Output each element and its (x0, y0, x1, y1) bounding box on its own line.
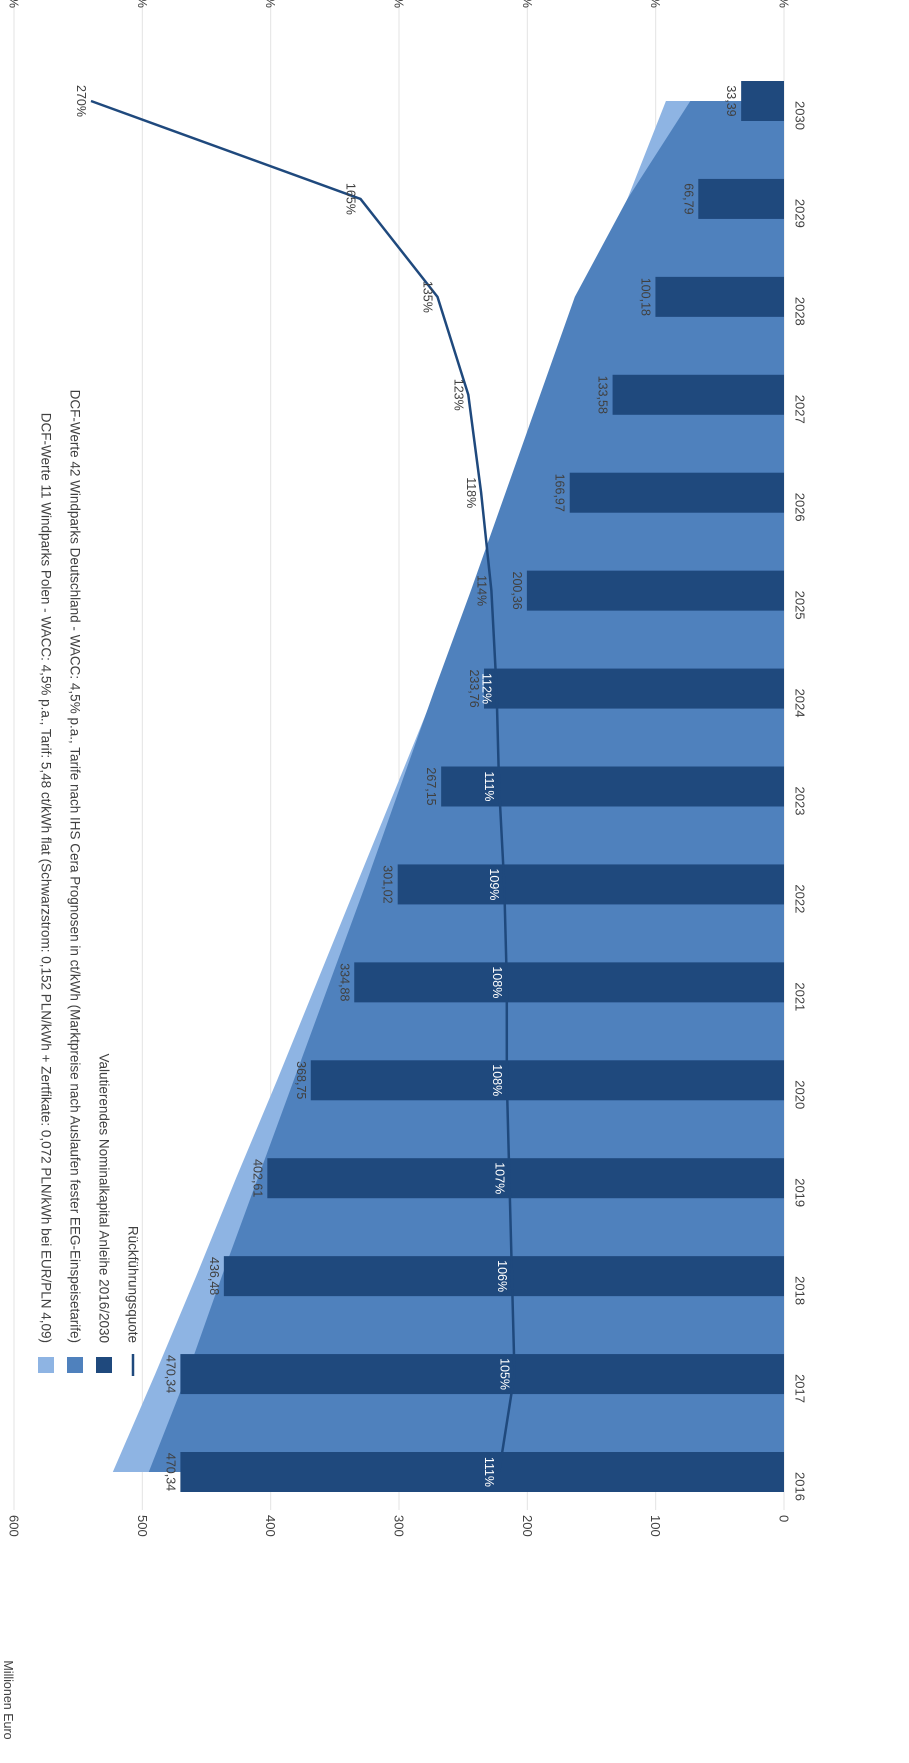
y2-tick-label: 0% (777, 0, 792, 8)
y-tick-label: 100 (648, 1515, 663, 1537)
bar (698, 178, 784, 219)
y-tick-label: 0 (777, 1515, 792, 1522)
x-tick-label: 2025 (793, 591, 808, 620)
line-data-label: 118% (464, 477, 478, 508)
bar-data-label: 301,02 (381, 865, 395, 903)
y-tick-label: 500 (135, 1515, 150, 1537)
bar-data-label: 436,48 (207, 1257, 221, 1295)
bar-data-label: 33,39 (724, 85, 738, 116)
y2-tick-label: 50% (648, 0, 663, 8)
line-series (90, 99, 516, 1473)
y-axis-title: Millionen Euro (1, 1660, 15, 1739)
y-tick-label: 300 (392, 1515, 407, 1537)
y-tick-label: 200 (520, 1515, 535, 1537)
line-data-label: 106% (495, 1260, 509, 1292)
bar-data-label: 233,76 (467, 669, 481, 707)
legend-swatch (96, 1357, 112, 1373)
bar-data-label: 470,34 (163, 1355, 177, 1393)
bar-data-label: 402,61 (250, 1159, 264, 1197)
bar (180, 1354, 785, 1395)
bar-data-label: 368,75 (294, 1061, 308, 1099)
bar (223, 1256, 785, 1297)
legend-swatch (38, 1357, 54, 1373)
line-data-label: 105% (498, 1358, 512, 1390)
bar (612, 374, 784, 415)
x-tick-label: 2020 (793, 1080, 808, 1109)
bar (354, 962, 784, 1003)
y2-tick-label: 250% (135, 0, 150, 8)
x-tick-label: 2030 (793, 101, 808, 130)
x-tick-label: 2019 (793, 1178, 808, 1207)
line-data-label: 108% (490, 966, 504, 998)
y2-tick-label: 300% (7, 0, 22, 8)
bar-data-label: 166,97 (553, 474, 567, 512)
x-tick-label: 2021 (793, 982, 808, 1011)
line-data-label: 135% (421, 281, 435, 313)
legend-swatch (67, 1357, 83, 1373)
y2-tick-label: 100% (520, 0, 535, 8)
bar (397, 864, 784, 905)
line-data-label: 123% (451, 379, 465, 411)
legend-label: Valutierendes Nominalkapital Anleihe 201… (97, 1054, 112, 1343)
bar-data-label: 334,88 (337, 963, 351, 1001)
legend-label: DCF-Werte 11 Windparks Polen - WACC: 4,5… (39, 413, 54, 1343)
line-data-label: 111% (482, 771, 496, 801)
x-tick-label: 2018 (793, 1276, 808, 1305)
bar (310, 1060, 784, 1101)
line-data-label: 165% (344, 183, 358, 215)
line-data-label: 112% (480, 673, 494, 704)
legend-label: DCF-Werte 42 Windparks Deutschland - WAC… (68, 390, 83, 1343)
x-tick-label: 2017 (793, 1374, 808, 1403)
x-tick-label: 2016 (793, 1472, 808, 1501)
y-tick-label: 400 (263, 1515, 278, 1537)
bar-data-label: 470,34 (163, 1453, 177, 1491)
bar-data-label: 133,58 (596, 376, 610, 414)
bar (180, 1452, 785, 1492)
bar (655, 276, 784, 317)
x-tick-label: 2023 (793, 787, 808, 816)
y-tick-label: 600 (7, 1515, 22, 1537)
line-data-label: 108% (490, 1064, 504, 1096)
line-data-label: 109% (487, 868, 501, 900)
x-tick-label: 2027 (793, 395, 808, 424)
bar (569, 472, 784, 513)
bar (741, 81, 784, 121)
bar (526, 570, 784, 611)
bar-data-label: 267,15 (424, 767, 438, 805)
line-data-label: 270% (74, 85, 88, 117)
bar-data-label: 200,36 (510, 572, 524, 610)
line-data-label: 107% (492, 1162, 506, 1194)
y2-tick-label: 150% (392, 0, 407, 8)
line-data-label: 111% (482, 1457, 496, 1487)
y2-tick-label: 200% (263, 0, 278, 8)
bar-data-label: 66,79 (681, 183, 695, 214)
x-tick-label: 2026 (793, 493, 808, 522)
bar (484, 668, 784, 709)
bar (267, 1158, 785, 1199)
x-tick-label: 2029 (793, 199, 808, 228)
x-tick-label: 2024 (793, 689, 808, 718)
legend-label: Rückführungsquote (126, 1226, 141, 1343)
x-tick-label: 2028 (793, 297, 808, 326)
bar-data-label: 100,18 (638, 278, 652, 316)
line-data-label: 114% (474, 575, 488, 606)
x-tick-label: 2022 (793, 884, 808, 913)
